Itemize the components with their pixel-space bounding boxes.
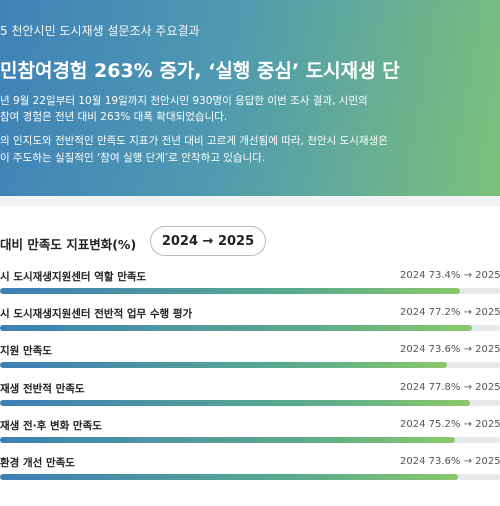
row-compare: 2024 73.4% → 2025: [400, 270, 500, 281]
progress-fill: [0, 362, 447, 369]
paragraph-line: 년 9월 22일부터 10월 19일까지 천안시민 930명이 응답한 이번 조…: [0, 95, 368, 107]
progress-track: [0, 399, 500, 406]
banner: 5 천안시민 도시재생 설문조사 주요결과 민참여경험 263% 증가, ‘실행…: [0, 0, 500, 196]
row-label: 재생 전·후 변화 만족도: [0, 419, 102, 432]
row-label: 지원 만족도: [0, 345, 52, 358]
row-compare: 2024 73.6% → 2025: [400, 456, 500, 467]
row-label: 시 도시재생지원센터 역할 만족도: [0, 271, 147, 283]
progress-fill: [0, 399, 470, 406]
progress-track: [0, 474, 500, 480]
kicker: 5 천안시민 도시재생 설문조사 주요결과: [0, 24, 200, 38]
year-pill: 2024 → 2025: [150, 226, 266, 256]
row-compare: 2024 75.2% → 2025: [400, 418, 500, 430]
panel-title: 대비 만족도 지표변화(%): [0, 237, 137, 252]
panel: 대비 만족도 지표변화(%) 2024 → 2025 시 도시재생지원센터 역할…: [0, 206, 500, 506]
paragraph-line: 참여 경험은 전년 대비 263% 대폭 확대되었습니다.: [0, 111, 228, 123]
progress-track: [0, 325, 500, 332]
row-label: 시 도시재생지원센터 전반적 업무 수행 평가: [0, 308, 193, 321]
progress-track: [0, 436, 500, 443]
progress-track: [0, 362, 500, 369]
paragraph-line: 의 인지도와 전반적인 만족도 지표가 전년 대비 고르게 개선됨에 따라, 천…: [0, 135, 388, 147]
row-compare: 2024 73.6% → 2025: [400, 344, 500, 356]
progress-fill: [0, 288, 460, 294]
row-compare: 2024 77.8% → 2025: [400, 381, 500, 393]
headline: 민참여경험 263% 증가, ‘실행 중심’ 도시재생 단: [0, 60, 400, 82]
progress-track: [0, 288, 500, 294]
row-compare: 2024 77.2% → 2025: [400, 307, 500, 319]
progress-fill: [0, 325, 472, 332]
paragraph-line: 이 주도하는 실질적인 ‘참여 실행 단계’로 안착하고 있습니다.: [0, 152, 266, 164]
row-label: 환경 개선 만족도: [0, 457, 75, 469]
progress-fill: [0, 436, 455, 443]
row-label: 재생 전반적 만족도: [0, 382, 85, 395]
progress-fill: [0, 474, 458, 480]
